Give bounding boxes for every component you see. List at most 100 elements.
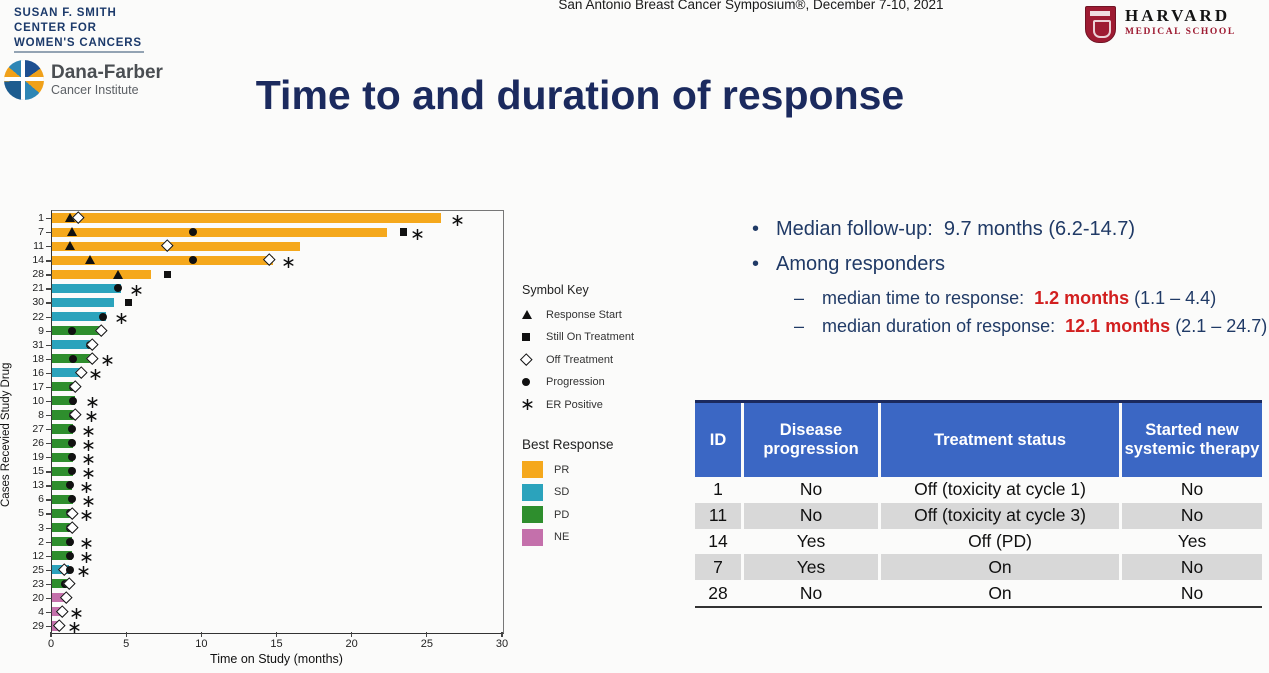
swimmer-bar-case-3: [52, 522, 72, 533]
conference-line: San Antonio Breast Cancer Symposium®, De…: [558, 0, 944, 12]
star-marker: [83, 452, 94, 465]
circle-marker: [66, 537, 75, 546]
swimmer-bar-case-10: [52, 396, 75, 406]
y-axis-tick: [46, 400, 52, 403]
y-axis-tick: [46, 485, 52, 487]
y-axis-case-label: 10: [32, 394, 44, 407]
table-header-treatment-status: Treatment status: [881, 403, 1119, 477]
swimmer-bar-case-5: [52, 508, 72, 519]
swimmer-bar-case-16: [52, 368, 83, 378]
y-axis-tick: [46, 611, 52, 614]
star-marker: [90, 367, 101, 381]
y-axis-case-label: 16: [32, 366, 44, 379]
star-marker: [116, 311, 127, 325]
x-axis-tick: [426, 632, 428, 637]
best-response-label: SD: [554, 486, 570, 498]
legend-item-response-start: Response Start: [522, 308, 697, 321]
swimmer-bar-case-22: [52, 311, 107, 322]
pr-swatch: [522, 461, 543, 478]
dana-farber-subtitle: Cancer Institute: [51, 82, 139, 97]
table-cell: Off (toxicity at cycle 1): [914, 479, 1086, 500]
ne-swatch: [522, 528, 543, 546]
y-axis-case-label: 22: [32, 310, 44, 323]
x-axis-tick: [351, 632, 353, 637]
plot-area: 1 7 11 14 28 21 30 22 9 31 18 16 17 10 8 27 26 19 15 13 6 5 3 2…: [32, 210, 504, 634]
triangle-marker: [113, 269, 124, 279]
dana-farber-logo: Dana-Farber Cancer Institute: [4, 60, 163, 100]
y-axis-tick: [46, 386, 52, 389]
y-axis-tick: [46, 232, 52, 234]
y-axis-case-label: 25: [32, 563, 44, 576]
triangle-marker: [65, 241, 76, 251]
y-axis-case-label: 20: [32, 591, 44, 604]
legend: Symbol Key Response Start Still On Treat…: [520, 283, 697, 551]
star-marker: [83, 494, 94, 508]
table-cell: On: [988, 582, 1012, 603]
star-marker: [452, 213, 463, 226]
star-marker: [78, 564, 89, 578]
y-axis-tick: [46, 260, 52, 262]
x-axis-tick-label: 15: [270, 638, 283, 650]
y-axis-case-label: 9: [38, 324, 44, 337]
star-marker: [86, 409, 97, 423]
legend-item-progression: Progression: [522, 376, 697, 389]
still-on-treatment-icon: [522, 333, 530, 341]
dash-glyph: –: [794, 288, 805, 308]
smith-center-logo: SUSAN F. SMITH CENTER FOR WOMEN'S CANCER…: [14, 6, 142, 51]
x-axis-tick-label: 20: [345, 638, 358, 650]
x-axis-tick: [50, 632, 52, 637]
highlighted-value: 12.1 months: [1065, 316, 1171, 336]
table-cell: Yes: [744, 554, 878, 581]
best-response-item-ne: NE: [522, 528, 697, 546]
star-marker: [81, 508, 92, 522]
swimmer-bar-case-12: [52, 551, 72, 561]
y-axis-tick: [46, 316, 52, 318]
swimmer-bar-case-19: [52, 452, 74, 462]
y-axis-tick: [46, 541, 52, 543]
circle-marker: [67, 326, 76, 335]
smith-center-line-3: WOMEN'S CANCERS: [14, 36, 142, 49]
star-marker: [69, 620, 80, 634]
table-row: 1 No Off (toxicity at cycle 1) No: [695, 477, 1262, 503]
table-row: 14 Yes Off (PD) Yes: [695, 529, 1262, 555]
legend-item-label: Off Treatment: [546, 353, 614, 366]
y-axis-case-label: 3: [38, 521, 44, 534]
circle-marker: [189, 228, 198, 237]
bullet-among-responders: • Among responders: [752, 253, 1269, 276]
legend-item-label: Still On Treatment: [546, 331, 635, 343]
off-treatment-icon: [520, 353, 533, 366]
circle-marker: [66, 565, 75, 574]
table-header-id: ID: [695, 403, 741, 477]
y-axis-case-label: 28: [32, 268, 44, 281]
table-header-row: ID Disease progression Treatment status …: [695, 403, 1262, 477]
y-axis-case-label: 31: [32, 338, 44, 351]
harvard-subtitle: MEDICAL SCHOOL: [1125, 27, 1236, 37]
y-axis-tick: [46, 569, 52, 571]
best-response-title: Best Response: [522, 437, 614, 452]
responders-table: ID Disease progression Treatment status …: [695, 400, 1262, 608]
y-axis-case-label: 26: [32, 437, 44, 450]
swimmer-bar-case-7: [52, 227, 388, 237]
sub-bullet-prefix: median duration of response:: [822, 316, 1066, 336]
sub-bullet-suffix: (2.1 – 24.7): [1170, 316, 1268, 336]
table-cell: No: [799, 582, 823, 603]
table-cell: No: [1180, 582, 1204, 603]
circle-marker: [67, 439, 76, 448]
table-row: 11 No Off (toxicity at cycle 3) No: [695, 502, 1262, 529]
swimmer-bar-case-30: [52, 297, 114, 308]
y-axis-case-label: 11: [33, 240, 44, 253]
highlighted-value: 1.2 months: [1034, 288, 1130, 308]
table-cell: 28: [708, 582, 728, 603]
square-marker: [163, 270, 172, 278]
best-response-item-sd: SD: [522, 483, 697, 501]
table-cell: 14: [708, 530, 728, 551]
circle-marker: [67, 425, 76, 434]
y-axis-tick: [46, 513, 52, 515]
square-marker: [399, 228, 408, 236]
y-axis-case-label: 14: [32, 254, 44, 267]
circle-marker: [67, 453, 76, 462]
swimmer-bar-case-15: [52, 466, 74, 476]
swimmer-bar-case-27: [52, 424, 74, 434]
x-axis-tick-label: 10: [195, 638, 208, 650]
x-axis-tick-label: 25: [420, 638, 433, 650]
